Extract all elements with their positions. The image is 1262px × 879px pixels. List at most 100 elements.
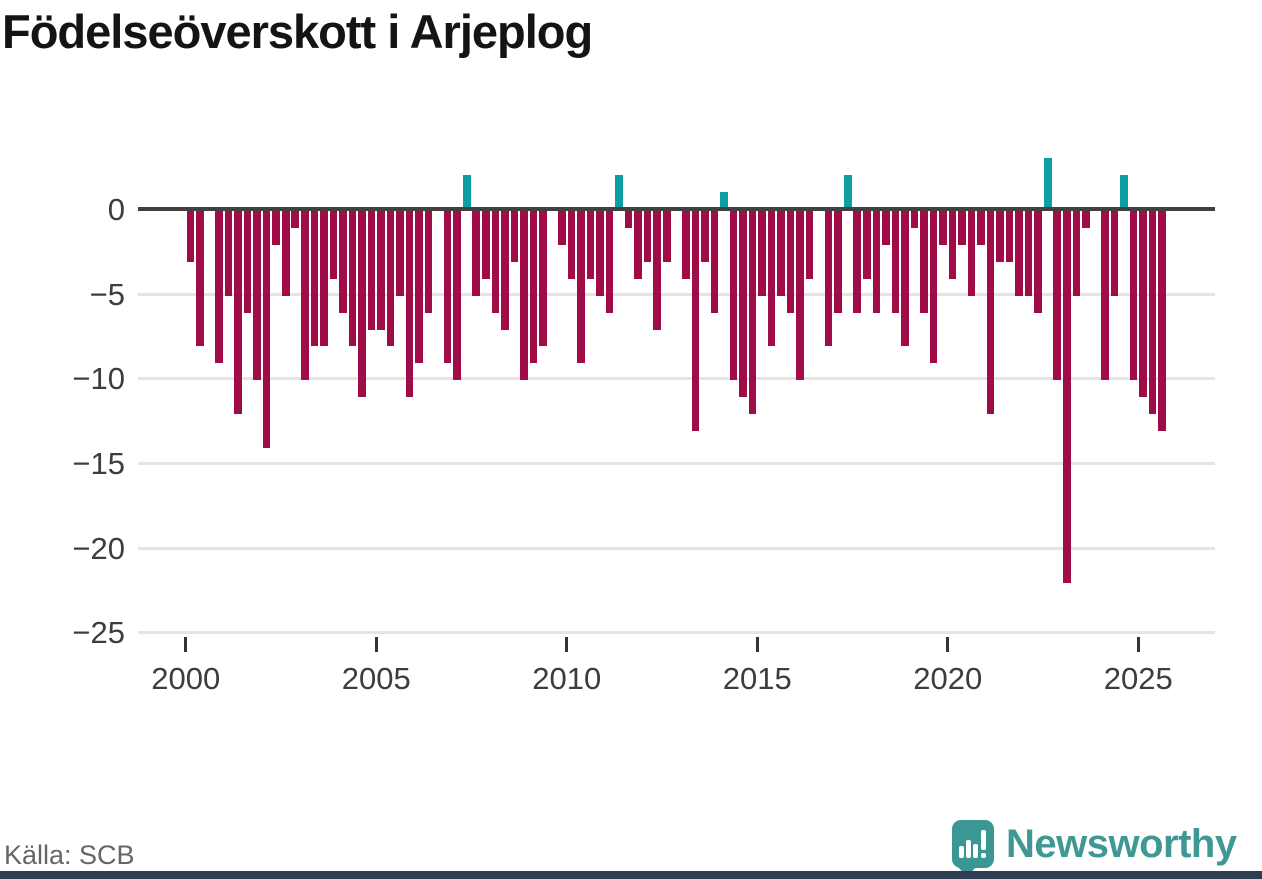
bar-2011Q1 — [605, 211, 614, 313]
bar-2023Q1 — [1063, 211, 1071, 584]
bar-2017Q2 — [843, 175, 852, 209]
bar-2017Q1 — [834, 211, 842, 313]
bar-2008Q1 — [491, 211, 500, 313]
bar-2010Q1 — [567, 211, 576, 279]
bar-2005Q3 — [396, 211, 404, 296]
gridline--20 — [138, 546, 1215, 550]
bar-2018Q1 — [872, 211, 881, 313]
bar-2001Q2 — [234, 211, 242, 415]
bottom-accent-strip — [0, 871, 1262, 879]
bar-2015Q2 — [767, 211, 776, 347]
bar-2016Q4 — [824, 211, 833, 347]
bar-2020Q1 — [948, 211, 957, 279]
bar-2000Q1 — [186, 211, 195, 262]
bar-2003Q1 — [301, 211, 309, 381]
gridline--5 — [138, 292, 1215, 296]
bar-2002Q1 — [262, 211, 271, 449]
bar-2023Q2 — [1072, 211, 1081, 296]
bar-2011Q2 — [615, 175, 623, 209]
x-axis-tick-2005 — [374, 637, 378, 652]
bar-2008Q4 — [520, 211, 528, 381]
bar-2010Q2 — [577, 211, 585, 364]
bar-2021Q2 — [996, 211, 1004, 262]
bar-2013Q2 — [691, 211, 700, 432]
bar-2012Q1 — [643, 211, 652, 262]
bar-2024Q4 — [1129, 211, 1138, 381]
x-axis-tick-2020 — [946, 637, 950, 652]
bar-2008Q3 — [510, 211, 519, 262]
y-axis-label-0: 0 — [107, 192, 125, 227]
bar-2012Q2 — [653, 211, 662, 330]
bar-2003Q4 — [329, 211, 338, 279]
bar-2006Q4 — [443, 211, 452, 364]
bar-2002Q3 — [281, 211, 290, 296]
bar-2018Q3 — [891, 211, 900, 313]
x-axis-label-2000: 2000 — [151, 661, 221, 696]
bar-2022Q3 — [1043, 158, 1052, 209]
bar-2022Q4 — [1053, 211, 1062, 381]
gridline--10 — [138, 377, 1215, 381]
bar-2002Q4 — [291, 211, 300, 228]
bar-2022Q1 — [1024, 211, 1033, 296]
bar-2001Q4 — [253, 211, 261, 381]
x-axis-tick-2010 — [565, 637, 569, 652]
bar-2009Q1 — [529, 211, 538, 364]
bar-2014Q1 — [720, 192, 728, 209]
bar-2017Q4 — [862, 211, 871, 279]
bar-2016Q1 — [796, 211, 804, 381]
x-axis-label-2005: 2005 — [341, 661, 411, 696]
y-axis-label--25: −25 — [72, 615, 125, 651]
x-axis-label-2020: 2020 — [913, 661, 983, 696]
bar-2012Q3 — [662, 211, 671, 262]
bar-2021Q3 — [1005, 211, 1014, 262]
y-axis-label--20: −20 — [72, 530, 125, 566]
gridline--15 — [138, 461, 1215, 465]
bar-2005Q2 — [386, 211, 395, 347]
bar-2007Q4 — [481, 211, 490, 279]
bar-2014Q3 — [739, 211, 747, 398]
bar-2017Q3 — [853, 211, 862, 313]
bar-2005Q4 — [405, 211, 414, 398]
gridline--25 — [138, 631, 1215, 635]
bar-2013Q4 — [710, 211, 719, 313]
bar-2015Q3 — [777, 211, 785, 296]
bar-2004Q3 — [358, 211, 366, 398]
bar-2008Q2 — [501, 211, 509, 330]
bar-2001Q3 — [243, 211, 252, 313]
bar-2020Q4 — [977, 211, 985, 245]
bar-2024Q3 — [1120, 175, 1128, 209]
source-caption: Källa: SCB — [4, 840, 135, 870]
bar-2025Q3 — [1158, 211, 1166, 432]
bar-2022Q2 — [1034, 211, 1043, 313]
bar-2009Q4 — [558, 211, 566, 245]
bar-2000Q4 — [215, 211, 223, 364]
bar-2019Q1 — [910, 211, 919, 228]
bar-2015Q1 — [758, 211, 766, 296]
bar-2003Q3 — [320, 211, 328, 347]
bar-2009Q2 — [539, 211, 547, 347]
bar-2001Q1 — [224, 211, 233, 296]
x-axis-tick-2015 — [755, 637, 759, 652]
bar-2021Q1 — [986, 211, 995, 415]
newsworthy-logo-text: Newsworthy — [1006, 821, 1237, 866]
bar-2011Q3 — [624, 211, 633, 228]
bar-2006Q2 — [424, 211, 433, 313]
bar-2000Q2 — [196, 211, 204, 347]
bar-2021Q4 — [1015, 211, 1023, 296]
x-axis-tick-2000 — [184, 637, 188, 652]
bar-2002Q2 — [272, 211, 281, 245]
bar-2025Q1 — [1139, 211, 1147, 398]
bar-2020Q3 — [967, 211, 976, 296]
bar-2023Q3 — [1082, 211, 1090, 228]
bar-2018Q2 — [882, 211, 890, 245]
bar-2006Q1 — [415, 211, 423, 364]
bar-2025Q2 — [1148, 211, 1157, 415]
bar-2010Q4 — [596, 211, 604, 296]
bar-2018Q4 — [901, 211, 909, 347]
x-axis-label-2015: 2015 — [722, 661, 792, 696]
bar-2014Q4 — [748, 211, 757, 415]
bar-2019Q4 — [939, 211, 947, 245]
bar-2019Q2 — [920, 211, 928, 313]
x-axis-label-2010: 2010 — [532, 661, 602, 696]
